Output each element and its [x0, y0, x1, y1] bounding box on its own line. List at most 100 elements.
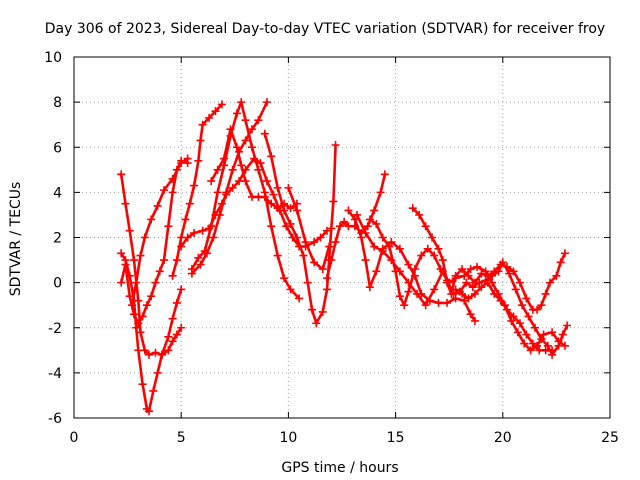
data-point-marker	[372, 219, 381, 228]
data-point-marker	[552, 271, 561, 280]
series-line	[355, 213, 567, 352]
data-point-marker	[376, 188, 385, 197]
series-line	[263, 132, 337, 325]
data-point-marker	[226, 125, 235, 134]
data-point-marker	[378, 233, 387, 242]
data-point-marker	[496, 260, 505, 269]
data-point-marker	[228, 165, 237, 174]
data-point-marker	[404, 287, 413, 296]
data-point-marker	[395, 292, 404, 301]
series-line	[171, 103, 224, 278]
data-point-marker	[256, 159, 265, 168]
data-point-marker	[363, 222, 372, 231]
data-point-marker	[520, 339, 529, 348]
data-point-marker	[215, 210, 224, 219]
grid-lines	[74, 57, 610, 418]
data-point-marker	[138, 312, 147, 321]
data-point-marker	[372, 267, 381, 276]
series-line	[287, 186, 331, 271]
series-line	[454, 281, 554, 352]
data-point-marker	[286, 204, 295, 213]
data-point-marker	[183, 233, 192, 242]
data-point-marker	[160, 186, 169, 195]
data-point-marker	[151, 278, 160, 287]
data-point-marker	[147, 292, 156, 301]
data-point-marker	[196, 260, 205, 269]
series-track-17	[451, 278, 557, 355]
series-track-9	[207, 125, 301, 213]
data-point-marker	[543, 341, 552, 350]
data-point-marker	[533, 305, 542, 314]
data-point-marker	[145, 350, 154, 359]
data-point-marker	[301, 238, 310, 247]
data-point-marker	[207, 222, 216, 231]
data-point-marker	[515, 278, 524, 287]
data-point-marker	[155, 267, 164, 276]
data-point-marker	[130, 310, 139, 319]
data-point-marker	[187, 269, 196, 278]
series-track-4	[127, 154, 192, 310]
data-point-marker	[127, 301, 136, 310]
data-point-marker	[483, 278, 492, 287]
y-tick-label: 0	[53, 276, 62, 292]
data-point-marker	[247, 143, 256, 152]
data-point-marker	[151, 348, 160, 357]
series-track-12	[322, 170, 389, 283]
data-point-marker	[430, 251, 439, 260]
data-point-marker	[164, 332, 173, 341]
data-point-marker	[464, 294, 473, 303]
data-point-marker	[408, 204, 417, 213]
data-point-marker	[325, 242, 334, 251]
data-point-marker	[554, 341, 563, 350]
data-point-marker	[149, 386, 158, 395]
data-point-marker	[267, 199, 276, 208]
series-track-2	[117, 249, 186, 416]
data-point-marker	[470, 278, 479, 287]
data-point-marker	[177, 242, 186, 251]
data-point-marker	[247, 125, 256, 134]
series-track-10	[260, 129, 340, 328]
series-line	[119, 252, 183, 413]
data-point-marker	[213, 165, 222, 174]
data-point-marker	[282, 222, 291, 231]
data-point-marker	[421, 222, 430, 231]
data-point-marker	[312, 319, 321, 328]
data-point-marker	[241, 136, 250, 145]
data-point-marker	[443, 298, 452, 307]
data-point-marker	[153, 368, 162, 377]
data-point-marker	[477, 269, 486, 278]
x-tick-label: 0	[70, 430, 79, 446]
data-point-marker	[490, 267, 499, 276]
data-point-marker	[509, 267, 518, 276]
data-point-marker	[310, 238, 319, 247]
data-point-marker	[365, 283, 374, 292]
data-point-marker	[157, 350, 166, 359]
data-point-marker	[121, 260, 130, 269]
data-point-marker	[558, 330, 567, 339]
data-point-marker	[507, 316, 516, 325]
data-point-marker	[428, 233, 437, 242]
data-point-marker	[164, 346, 173, 355]
data-point-marker	[316, 233, 325, 242]
data-point-marker	[147, 215, 156, 224]
data-point-marker	[413, 289, 422, 298]
data-point-marker	[295, 294, 304, 303]
y-tick-label: 6	[53, 140, 62, 156]
series-line	[411, 206, 567, 311]
data-point-marker	[142, 301, 151, 310]
data-point-marker	[196, 136, 205, 145]
data-point-marker	[539, 330, 548, 339]
data-point-marker	[280, 274, 289, 283]
data-point-marker	[541, 289, 550, 298]
data-point-marker	[331, 238, 340, 247]
data-point-marker	[434, 298, 443, 307]
data-point-marker	[340, 217, 349, 226]
data-point-marker	[262, 98, 271, 107]
data-point-marker	[322, 274, 331, 283]
data-point-marker	[322, 285, 331, 294]
data-point-marker	[556, 258, 565, 267]
data-point-marker	[515, 319, 524, 328]
data-point-marker	[168, 188, 177, 197]
data-point-marker	[286, 219, 295, 228]
data-point-marker	[483, 271, 492, 280]
